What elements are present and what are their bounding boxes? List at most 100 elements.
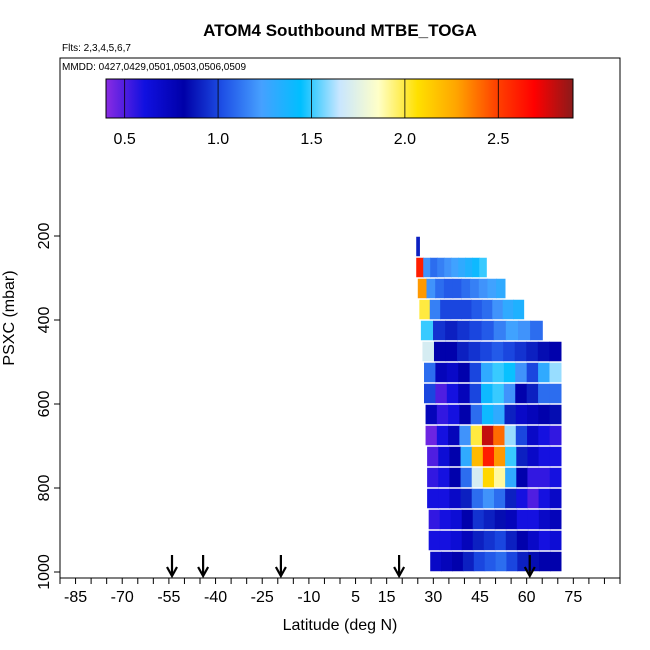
heatmap-cell bbox=[461, 278, 471, 299]
heatmap-cell bbox=[435, 278, 445, 299]
heatmap-cell bbox=[504, 425, 517, 446]
heatmap-cell bbox=[470, 425, 483, 446]
heatmap-cell bbox=[459, 425, 472, 446]
heatmap-cell bbox=[481, 425, 494, 446]
heatmap-cell bbox=[433, 320, 446, 341]
heatmap-cell bbox=[494, 530, 507, 551]
heatmap-cell bbox=[513, 299, 525, 320]
y-axis: 200 400 600 800 1000 bbox=[36, 223, 60, 590]
heatmap-cell bbox=[517, 551, 529, 572]
heatmap-cell bbox=[416, 236, 420, 257]
heatmap-cell bbox=[527, 509, 540, 530]
x-axis: -85 -70 -55 -40 -25 -10 5 15 30 45 60 75 bbox=[59, 578, 621, 606]
heatmap-cell bbox=[450, 509, 463, 530]
heatmap-cell bbox=[460, 446, 473, 467]
heatmap-cell bbox=[458, 362, 471, 383]
heatmap-cell bbox=[492, 383, 505, 404]
heatmap-cell bbox=[494, 467, 506, 488]
x-axis-label: Latitude (deg N) bbox=[283, 617, 398, 634]
heatmap-cell bbox=[458, 383, 471, 404]
heatmap-cell bbox=[505, 530, 518, 551]
heatmap-cell bbox=[458, 257, 466, 278]
heatmap-cell bbox=[469, 320, 483, 341]
heatmap-cell bbox=[450, 530, 463, 551]
heatmap-cell bbox=[538, 530, 551, 551]
heatmap-cell bbox=[526, 383, 539, 404]
heatmap-cell bbox=[439, 509, 452, 530]
heatmap-cell bbox=[469, 383, 482, 404]
heatmap-cell bbox=[428, 509, 441, 530]
heatmap-cell bbox=[549, 341, 562, 362]
heatmap-cell bbox=[514, 341, 527, 362]
heatmap-cell bbox=[549, 467, 562, 488]
heatmap-cell bbox=[423, 257, 431, 278]
heatmap-cell bbox=[516, 446, 529, 467]
heatmap-cell bbox=[427, 488, 439, 509]
y-tick-label: 400 bbox=[36, 307, 53, 334]
chart-title: ATOM4 Southbound MTBE_TOGA bbox=[203, 21, 477, 40]
heatmap-cell bbox=[438, 467, 451, 488]
heatmap-cell bbox=[538, 488, 551, 509]
heatmap-cell bbox=[427, 467, 439, 488]
colorbar-tick-label: 1.5 bbox=[300, 131, 322, 148]
heatmap-cell bbox=[436, 425, 449, 446]
x-tick-label: 60 bbox=[518, 589, 536, 606]
heatmap-cell bbox=[503, 383, 516, 404]
heatmap-cell bbox=[461, 299, 473, 320]
heatmap-cell bbox=[436, 404, 449, 425]
y-tick-label: 800 bbox=[36, 475, 53, 502]
heatmap-cell bbox=[419, 299, 431, 320]
heatmap-cell bbox=[450, 299, 462, 320]
heatmap-cell bbox=[449, 467, 462, 488]
heatmap-cell bbox=[433, 341, 447, 362]
y-axis-label: PSXC (mbar) bbox=[1, 270, 18, 365]
heatmap-cell bbox=[515, 404, 528, 425]
heatmap-cell bbox=[445, 320, 458, 341]
heatmap-cell bbox=[481, 362, 494, 383]
x-tick-label: 15 bbox=[378, 589, 396, 606]
heatmap-cell bbox=[444, 257, 452, 278]
heatmap-cell bbox=[527, 530, 540, 551]
heatmap-cell bbox=[549, 509, 562, 530]
heatmap-cell bbox=[492, 362, 505, 383]
heatmap-cell bbox=[479, 257, 487, 278]
heatmap-cell bbox=[549, 530, 562, 551]
heatmap-cell bbox=[420, 320, 434, 341]
flight-arrow bbox=[166, 555, 178, 579]
heatmap-cell bbox=[451, 257, 459, 278]
colorbar-tick-label: 0.5 bbox=[114, 131, 136, 148]
flight-arrow bbox=[523, 555, 536, 579]
heatmap-cell bbox=[481, 404, 494, 425]
heatmap-cell bbox=[517, 320, 531, 341]
heatmap-cell bbox=[538, 467, 551, 488]
heatmap-cell bbox=[493, 320, 507, 341]
heatmap-cell bbox=[493, 425, 506, 446]
heatmap-cell bbox=[446, 362, 459, 383]
heatmap-cell bbox=[538, 383, 551, 404]
heatmap-cell bbox=[446, 383, 459, 404]
heatmap-cell bbox=[487, 278, 497, 299]
x-tick-label: 5 bbox=[351, 589, 360, 606]
heatmap-cell bbox=[484, 551, 497, 572]
heatmap-cell bbox=[470, 404, 483, 425]
heatmap-cell bbox=[428, 530, 441, 551]
y-tick-label: 200 bbox=[36, 223, 53, 250]
heatmap-cell bbox=[482, 488, 495, 509]
heatmap-cell bbox=[427, 446, 439, 467]
heatmap-cell bbox=[494, 446, 506, 467]
heatmap-cell bbox=[430, 257, 438, 278]
x-tick-label: 30 bbox=[424, 589, 442, 606]
heatmap-cell bbox=[435, 383, 448, 404]
x-tick-label: -25 bbox=[251, 589, 274, 606]
heatmap-cell bbox=[505, 488, 517, 509]
heatmap-cell bbox=[438, 446, 451, 467]
heatmap-cell bbox=[460, 488, 473, 509]
heatmap-cell bbox=[471, 488, 484, 509]
flight-arrows bbox=[166, 555, 536, 579]
dates-label: MMDD: 0427,0429,0501,0503,0506,0509 bbox=[62, 62, 246, 73]
flight-arrow bbox=[197, 555, 210, 579]
heatmap-cell bbox=[471, 446, 484, 467]
heatmap-cell bbox=[459, 404, 472, 425]
heatmap-cell bbox=[472, 530, 485, 551]
heatmap-cell bbox=[422, 341, 435, 362]
